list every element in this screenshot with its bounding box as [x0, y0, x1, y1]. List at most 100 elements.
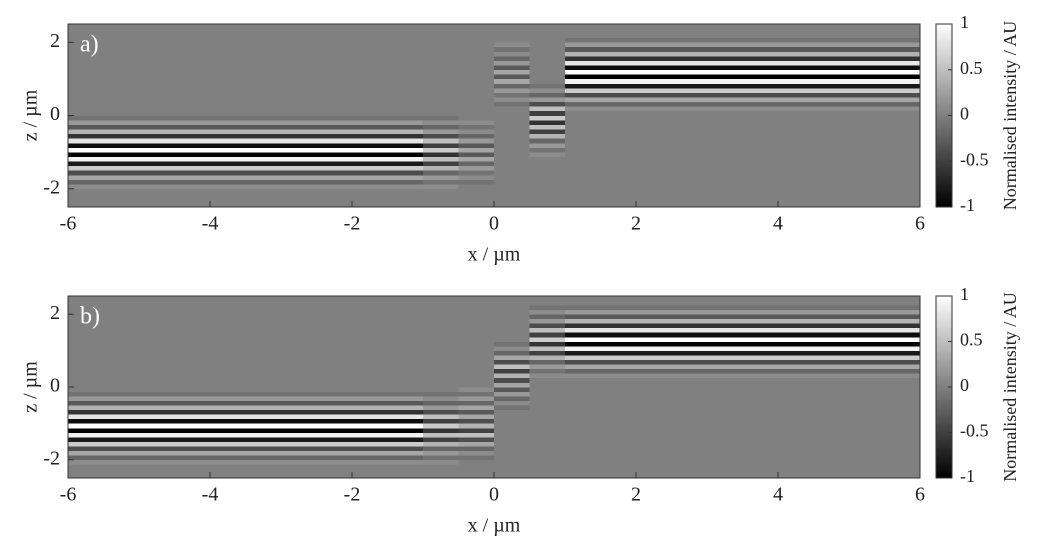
heatmap-cell [565, 133, 920, 139]
heatmap-cell [458, 170, 494, 176]
heatmap-cell [529, 305, 565, 310]
heatmap-cell [458, 88, 494, 93]
heatmap-cell [494, 300, 530, 306]
heatmap-cell [458, 327, 494, 333]
heatmap-cell [494, 355, 530, 360]
heatmap-cell [565, 332, 920, 338]
heatmap-cell [68, 101, 423, 107]
heatmap-cell [494, 382, 530, 388]
panel: -6 -4 -2 0 2 4 6 -2 0 2 a) x / µm z / µm -1 -0.5 0 0.5 1 N… [20, 12, 1021, 265]
heatmap-cell [458, 42, 494, 48]
heatmap-cell [68, 106, 423, 112]
heatmap-cell [423, 364, 459, 370]
heatmap-cell [565, 129, 920, 135]
heatmap-cell [529, 300, 565, 306]
heatmap-cell [68, 396, 423, 401]
heatmap-cell [68, 161, 423, 167]
heatmap-cell [529, 51, 565, 57]
heatmap-cell [529, 46, 565, 52]
colorbar-tick-label: -0.5 [960, 421, 989, 441]
heatmap-cell [458, 51, 494, 57]
x-tick-label: -2 [344, 213, 361, 235]
heatmap-cell [458, 373, 494, 379]
heatmap-cell [68, 120, 423, 125]
heatmap-cell [68, 129, 423, 135]
heatmap-cell [458, 359, 494, 365]
heatmap-cell [423, 188, 459, 194]
heatmap-cell [494, 56, 530, 61]
heatmap-cell [529, 202, 565, 208]
y-tick-label: 0 [50, 375, 60, 397]
heatmap-cell [68, 387, 423, 392]
heatmap-cell [565, 318, 920, 324]
heatmap-cell [458, 355, 494, 360]
heatmap-cell [458, 464, 494, 470]
heatmap-cell [529, 368, 565, 374]
heatmap-cell [565, 359, 920, 365]
colorbar-tick-label: -1 [960, 195, 975, 215]
heatmap-cell [68, 441, 423, 447]
heatmap-cell [565, 336, 920, 342]
heatmap-cell [529, 138, 565, 144]
heatmap-cell [565, 65, 920, 71]
heatmap-cell [529, 142, 565, 148]
heatmap-cell [529, 346, 565, 351]
heatmap-cell [529, 387, 565, 392]
heatmap-cell [423, 28, 459, 34]
heatmap-cell [458, 446, 494, 451]
heatmap-cell [458, 46, 494, 52]
heatmap-cell [565, 197, 920, 203]
heatmap-cell [494, 437, 530, 442]
heatmap-cell [458, 174, 494, 180]
heatmap-cell [68, 51, 423, 57]
heatmap-cell [458, 323, 494, 329]
heatmap-cell [529, 396, 565, 401]
heatmap-cell [494, 309, 530, 315]
heatmap-cell [565, 459, 920, 465]
heatmap-cell [565, 51, 920, 57]
heatmap-cell [423, 142, 459, 148]
heatmap-cell [423, 202, 459, 208]
heatmap-cell [68, 314, 423, 320]
heatmap-cell [529, 336, 565, 342]
heatmap-cell [494, 414, 530, 420]
heatmap-cell [494, 115, 530, 121]
heatmap-cell [565, 455, 920, 461]
heatmap-cell [423, 300, 459, 306]
colorbar-tick-label: 0 [960, 375, 969, 395]
heatmap-cell [494, 138, 530, 144]
heatmap-cell [565, 97, 920, 103]
heatmap-cell [423, 327, 459, 333]
heatmap-cell [68, 202, 423, 208]
heatmap-cell [68, 110, 423, 116]
heatmap-cell [458, 69, 494, 75]
x-tick-label: -6 [60, 213, 77, 235]
heatmap-cell [68, 88, 423, 93]
heatmap-cell [494, 364, 530, 370]
heatmap-cell [423, 83, 459, 89]
heatmap-cell [529, 459, 565, 465]
heatmap-cell [529, 432, 565, 438]
heatmap-cell [423, 120, 459, 125]
heatmap-cell [423, 161, 459, 167]
heatmap-cell [68, 147, 423, 153]
heatmap-cell [529, 468, 565, 474]
colorbar-tick-label: -1 [960, 466, 975, 486]
heatmap-cell [565, 92, 920, 98]
heatmap-cell [529, 179, 565, 185]
heatmap-cell [529, 161, 565, 167]
heatmap-cell [458, 377, 494, 383]
heatmap-cell [423, 138, 459, 144]
heatmap-cell [494, 97, 530, 103]
heatmap-cell [494, 142, 530, 148]
heatmap-cell [494, 305, 530, 310]
colorbar-tick-label: -0.5 [960, 149, 989, 169]
heatmap-cell [68, 197, 423, 203]
heatmap-cell [68, 327, 423, 333]
heatmap-cell [68, 170, 423, 176]
heatmap-cell [494, 60, 530, 66]
y-tick-label: 2 [50, 30, 60, 52]
heatmap-cell [68, 46, 423, 52]
heatmap-cell [68, 188, 423, 194]
heatmap-cell [423, 69, 459, 75]
